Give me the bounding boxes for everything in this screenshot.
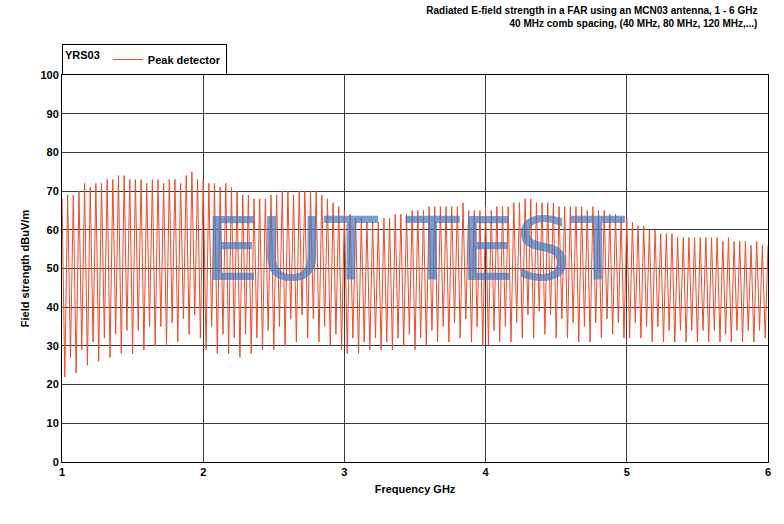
svg-text:0: 0: [53, 456, 59, 468]
svg-text:50: 50: [47, 262, 59, 274]
svg-text:70: 70: [47, 185, 59, 197]
svg-text:6: 6: [765, 466, 771, 478]
svg-text:5: 5: [624, 466, 630, 478]
svg-text:YRS03: YRS03: [65, 49, 100, 61]
svg-text:Peak detector: Peak detector: [148, 54, 221, 66]
svg-text:Field strength dBuV/m: Field strength dBuV/m: [19, 210, 31, 328]
svg-text:80: 80: [47, 146, 59, 158]
svg-text:100: 100: [40, 69, 58, 81]
svg-text:40: 40: [47, 301, 59, 313]
svg-text:90: 90: [47, 108, 59, 120]
svg-text:4: 4: [483, 466, 490, 478]
svg-text:2: 2: [200, 466, 206, 478]
svg-text:Frequency GHz: Frequency GHz: [375, 483, 456, 495]
svg-text:EUT TEST: EUT TEST: [204, 198, 626, 301]
svg-text:1: 1: [59, 466, 65, 478]
svg-text:Radiated E-field strength in a: Radiated E-field strength in a FAR using…: [426, 5, 757, 29]
svg-text:10: 10: [47, 417, 59, 429]
svg-text:3: 3: [341, 466, 347, 478]
svg-text:30: 30: [47, 340, 59, 352]
svg-text:20: 20: [47, 378, 59, 390]
svg-text:60: 60: [47, 224, 59, 236]
